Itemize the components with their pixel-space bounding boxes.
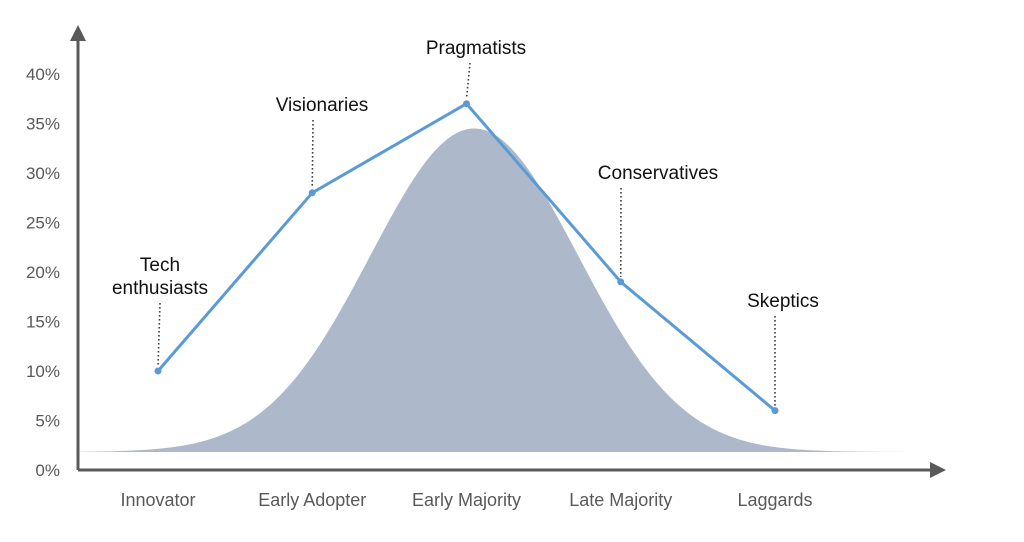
bell-curve-layer (78, 128, 915, 452)
x-tick-label: Early Adopter (258, 490, 366, 510)
annotation-leader-line (311, 119, 314, 188)
x-axis-arrowhead (930, 462, 946, 478)
x-tick-label: Early Majority (412, 490, 521, 510)
y-tick-label: 15% (26, 313, 60, 332)
data-point (308, 189, 316, 197)
x-tick-label: Innovator (120, 490, 195, 510)
data-point (617, 278, 625, 286)
annotation-label: Conservatives (598, 163, 718, 184)
annotation-label: Tech (140, 255, 180, 276)
annotation-leader-line (465, 62, 471, 99)
y-tick-label: 20% (26, 263, 60, 282)
annotation-leader-line (157, 302, 161, 367)
annotation-label: Skeptics (747, 291, 819, 312)
y-tick-label: 35% (26, 115, 60, 134)
y-tick-label: 10% (26, 362, 60, 381)
data-point (771, 407, 779, 415)
x-tick-labels: Innovator Early Adopter Early Majority Late… (120, 490, 812, 510)
series-line-layer (154, 100, 779, 415)
x-tick-label: Laggards (737, 490, 812, 510)
y-axis-arrowhead (70, 25, 86, 41)
annotation-label: enthusiasts (112, 278, 208, 299)
y-tick-label: 30% (26, 164, 60, 183)
data-point (154, 367, 162, 375)
annotation-label: Pragmatists (426, 38, 526, 59)
data-point (463, 100, 470, 108)
y-tick-label: 40% (26, 65, 60, 84)
x-tick-label: Late Majority (569, 490, 672, 510)
axes (70, 25, 946, 478)
bell-curve-area (78, 128, 915, 452)
y-tick-label: 5% (35, 412, 60, 431)
y-tick-label: 25% (26, 214, 60, 233)
y-tick-labels: 0% 5% 10% 15% 20% 25% 30% 35% 40% (26, 65, 60, 480)
annotation-leaders (157, 62, 776, 406)
annotation-label: Visionaries (276, 95, 369, 116)
y-tick-label: 0% (35, 461, 60, 480)
